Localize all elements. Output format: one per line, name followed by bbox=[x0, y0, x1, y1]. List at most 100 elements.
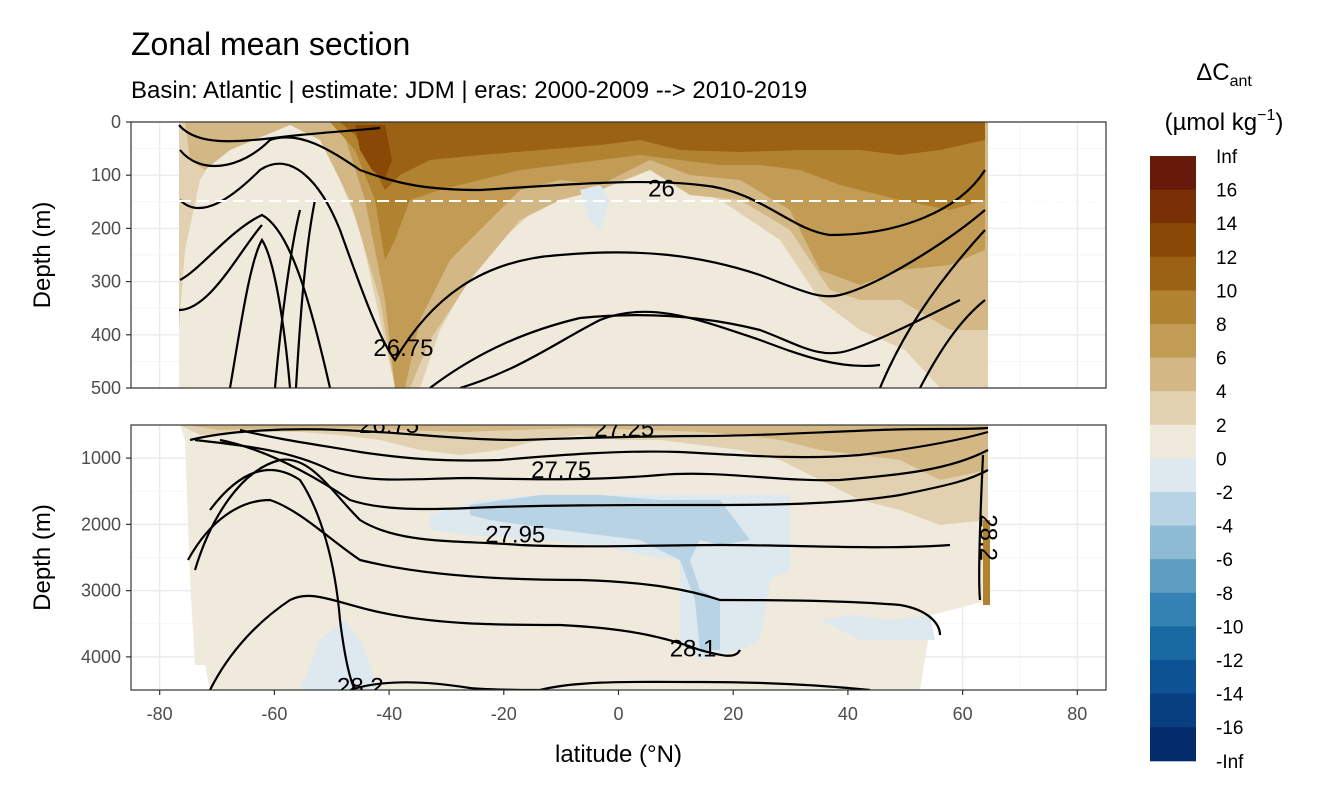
legend-label: 10 bbox=[1216, 281, 1237, 302]
contour-label: 28.2 bbox=[974, 514, 1001, 561]
legend-unit: (µmol kg−1) bbox=[1165, 107, 1284, 136]
legend-swatch bbox=[1150, 290, 1196, 325]
legend-label: -16 bbox=[1216, 718, 1243, 739]
legend-label: 6 bbox=[1216, 349, 1227, 370]
legend-label: 8 bbox=[1216, 315, 1227, 336]
chart-title: Zonal mean section bbox=[131, 26, 410, 62]
chart-subtitle: Basin: Atlantic | estimate: JDM | eras: … bbox=[131, 77, 807, 104]
y-axis-label: Depth (m) bbox=[29, 504, 56, 611]
x-tick-label: -20 bbox=[491, 704, 517, 724]
contour-label-group: 26.75 bbox=[359, 412, 419, 439]
y-tick-label: 4000 bbox=[81, 647, 121, 667]
x-tick-label: 60 bbox=[953, 704, 973, 724]
legend-label: 16 bbox=[1216, 181, 1237, 202]
contour-label-group: 28.2 bbox=[974, 514, 1001, 561]
legend-label: 0 bbox=[1216, 449, 1227, 470]
legend-label: 2 bbox=[1216, 416, 1227, 437]
legend-label: -6 bbox=[1216, 550, 1233, 571]
y-tick-label: 3000 bbox=[81, 581, 121, 601]
legend-swatch bbox=[1150, 592, 1196, 627]
y-tick-label: 100 bbox=[91, 165, 121, 185]
contour-label-group: 28.1 bbox=[670, 635, 717, 662]
contour-label: 26.75 bbox=[373, 335, 433, 362]
legend-swatch bbox=[1150, 660, 1196, 695]
y-tick-label: 500 bbox=[91, 378, 121, 398]
legend-swatch bbox=[1150, 324, 1196, 359]
legend-swatch bbox=[1150, 727, 1196, 762]
legend-label: -10 bbox=[1216, 617, 1243, 638]
x-tick-label: -40 bbox=[376, 704, 402, 724]
legend-swatch bbox=[1150, 189, 1196, 224]
contour-label: 27.95 bbox=[485, 521, 545, 548]
y-tick-label: 400 bbox=[91, 325, 121, 345]
upper-region-max-band bbox=[355, 125, 392, 180]
contour-label: 26.75 bbox=[359, 412, 419, 439]
legend-label: 14 bbox=[1216, 214, 1238, 235]
upper-panel-contours bbox=[178, 124, 986, 388]
contour-label-group: 26.75 bbox=[373, 335, 433, 362]
lower-region-southern-anomaly bbox=[300, 620, 380, 690]
legend-label: -14 bbox=[1216, 685, 1244, 706]
legend-swatch bbox=[1150, 156, 1196, 191]
legend-swatch bbox=[1150, 559, 1196, 594]
x-tick-label: 0 bbox=[613, 704, 623, 724]
lower-panel-contours bbox=[187, 426, 989, 690]
contour-label-group: 26 bbox=[648, 176, 675, 203]
legend-swatch bbox=[1150, 256, 1196, 291]
legend-label: Inf bbox=[1216, 147, 1238, 168]
lower-region-light bbox=[180, 425, 988, 690]
upper-region-low-anomaly bbox=[580, 185, 610, 230]
lower-region-warm-band bbox=[180, 425, 988, 525]
x-tick-label: -80 bbox=[147, 704, 173, 724]
legend-swatch bbox=[1150, 525, 1196, 560]
legend-label: 12 bbox=[1216, 248, 1237, 269]
upper-panel-fill bbox=[179, 122, 988, 388]
legend-swatch bbox=[1150, 391, 1196, 426]
legend-label: -4 bbox=[1216, 517, 1233, 538]
x-tick-label: -60 bbox=[261, 704, 287, 724]
contour-label-group: 27.75 bbox=[531, 457, 591, 484]
y-tick-label: 300 bbox=[91, 272, 121, 292]
legend-label: -2 bbox=[1216, 483, 1233, 504]
upper-region-high-band bbox=[330, 122, 985, 260]
legend-swatch bbox=[1150, 458, 1196, 493]
legend-swatch bbox=[1150, 492, 1196, 527]
contour-label-group: 27.95 bbox=[485, 521, 545, 548]
x-axis-label: latitude (°N) bbox=[555, 741, 682, 768]
contour-label: 28.2 bbox=[337, 674, 384, 701]
legend-swatch bbox=[1150, 693, 1196, 728]
legend-title: ΔCant bbox=[1196, 59, 1252, 90]
contour-label: 26 bbox=[648, 176, 675, 203]
x-tick-label: 80 bbox=[1067, 704, 1087, 724]
y-tick-label: 1000 bbox=[81, 448, 121, 468]
legend-swatch bbox=[1150, 626, 1196, 661]
lower-panel-fill bbox=[180, 425, 990, 690]
contour-label: 27.75 bbox=[531, 457, 591, 484]
lower-region-northern-edge bbox=[983, 520, 990, 605]
legend: ΔCant (µmol kg−1) Inf 16 14 12 10 8 6 4 2 0 -2 -4 -6 -8… bbox=[1150, 59, 1283, 773]
legend-label: -8 bbox=[1216, 584, 1233, 605]
lower-region-mid-anomaly bbox=[820, 615, 935, 640]
y-tick-label: 0 bbox=[111, 112, 121, 132]
x-tick-label: 20 bbox=[723, 704, 743, 724]
y-tick-label: 200 bbox=[91, 218, 121, 238]
legend-swatch bbox=[1150, 357, 1196, 392]
legend-label: -Inf bbox=[1216, 752, 1244, 773]
legend-swatch bbox=[1150, 424, 1196, 459]
lower-region-blue-band bbox=[470, 495, 750, 650]
contour-label-group: 27.25 bbox=[594, 415, 654, 442]
legend-swatch bbox=[1150, 223, 1196, 258]
lower-region-tan-band bbox=[186, 425, 988, 480]
contour-label: 28.1 bbox=[670, 635, 717, 662]
upper-region-peak-band bbox=[340, 122, 985, 190]
legend-label: -12 bbox=[1216, 651, 1243, 672]
legend-label: 4 bbox=[1216, 382, 1227, 403]
y-tick-label: 2000 bbox=[81, 514, 121, 534]
upper-panel-border bbox=[130, 121, 1107, 389]
contour-label-group: 28.2 bbox=[337, 674, 384, 701]
contour-label: 27.25 bbox=[594, 415, 654, 442]
x-tick-label: 40 bbox=[838, 704, 858, 724]
